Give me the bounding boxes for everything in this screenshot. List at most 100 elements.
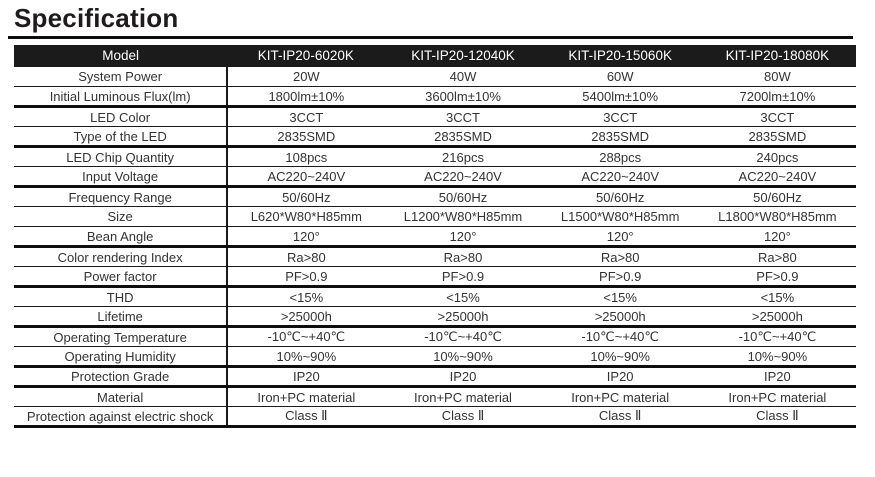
- cell-value: Iron+PC material: [227, 386, 385, 408]
- cell-value: AC220~240V: [698, 166, 856, 189]
- page-title: Specification: [14, 3, 179, 33]
- row-input-voltage: Input Voltage AC220~240V AC220~240V AC22…: [14, 166, 856, 189]
- cell-value: 80W: [698, 66, 856, 88]
- cell-value: PF>0.9: [698, 266, 856, 289]
- row-label: Input Voltage: [14, 166, 229, 189]
- cell-value: 50/60Hz: [384, 186, 542, 208]
- cell-value: 3CCT: [227, 106, 385, 128]
- cell-value: Iron+PC material: [698, 386, 856, 408]
- cell-value: 3600lm±10%: [384, 86, 542, 109]
- row-thd: THD <15% <15% <15% <15%: [14, 286, 856, 308]
- row-operating-humidity: Operating Humidity 10%~90% 10%~90% 10%~9…: [14, 346, 856, 369]
- row-label: Frequency Range: [14, 186, 229, 208]
- cell-value: Iron+PC material: [541, 386, 699, 408]
- cell-value: 50/60Hz: [698, 186, 856, 208]
- cell-value: L1500*W80*H85mm: [541, 206, 699, 228]
- cell-value: <15%: [698, 286, 856, 308]
- cell-value: -10℃~+40℃: [384, 326, 542, 348]
- cell-value: 1800lm±10%: [227, 86, 385, 109]
- row-label: Protection Grade: [14, 366, 229, 389]
- cell-value: 3CCT: [384, 106, 542, 128]
- cell-value: 2835SMD: [384, 126, 542, 149]
- cell-value: -10℃~+40℃: [698, 326, 856, 348]
- cell-value: 120°: [698, 226, 856, 249]
- row-label: Protection against electric shock: [14, 406, 229, 429]
- row-label: Lifetime: [14, 306, 229, 329]
- row-label: Initial Luminous Flux(lm): [14, 86, 229, 109]
- row-initial-luminous-flux: Initial Luminous Flux(lm) 1800lm±10% 360…: [14, 86, 856, 109]
- row-label: Type of the LED: [14, 126, 229, 149]
- row-lifetime: Lifetime >25000h >25000h >25000h >25000h: [14, 306, 856, 329]
- cell-value: Class Ⅱ: [384, 406, 542, 429]
- cell-value: 2835SMD: [541, 126, 699, 149]
- row-label: Bean Angle: [14, 226, 229, 249]
- cell-value: IP20: [541, 366, 699, 389]
- cell-value: AC220~240V: [384, 166, 542, 189]
- row-label: LED Color: [14, 106, 229, 128]
- cell-value: Class Ⅱ: [541, 406, 699, 429]
- cell-value: 240pcs: [698, 146, 856, 168]
- cell-value: Ra>80: [541, 246, 699, 268]
- cell-value: >25000h: [698, 306, 856, 329]
- cell-value: >25000h: [541, 306, 699, 329]
- cell-value: 50/60Hz: [541, 186, 699, 208]
- cell-value: Class Ⅱ: [227, 406, 385, 429]
- cell-value: 2835SMD: [227, 126, 385, 149]
- cell-value: 7200lm±10%: [698, 86, 856, 109]
- cell-value: IP20: [384, 366, 542, 389]
- cell-value: 120°: [227, 226, 385, 249]
- cell-value: 10%~90%: [384, 346, 542, 369]
- cell-value: -10℃~+40℃: [227, 326, 385, 348]
- row-led-chip-quantity: LED Chip Quantity 108pcs 216pcs 288pcs 2…: [14, 146, 856, 168]
- cell-value: Class Ⅱ: [698, 406, 856, 429]
- header-column-1: KIT-IP20-6020K: [227, 44, 385, 68]
- row-label: Power factor: [14, 266, 229, 289]
- title-rule: [8, 35, 853, 39]
- row-label: Material: [14, 386, 229, 408]
- cell-value: PF>0.9: [227, 266, 385, 289]
- row-label: Color rendering Index: [14, 246, 229, 268]
- cell-value: <15%: [384, 286, 542, 308]
- row-label: Operating Humidity: [14, 346, 229, 369]
- cell-value: PF>0.9: [541, 266, 699, 289]
- cell-value: Ra>80: [698, 246, 856, 268]
- cell-value: L620*W80*H85mm: [227, 206, 385, 228]
- cell-value: 3CCT: [698, 106, 856, 128]
- cell-value: 60W: [541, 66, 699, 88]
- header-model: Model: [14, 44, 228, 68]
- cell-value: 2835SMD: [698, 126, 856, 149]
- cell-value: Ra>80: [384, 246, 542, 268]
- cell-value: L1200*W80*H85mm: [384, 206, 542, 228]
- cell-value: >25000h: [384, 306, 542, 329]
- cell-value: 120°: [384, 226, 542, 249]
- cell-value: Iron+PC material: [384, 386, 542, 408]
- cell-value: 108pcs: [227, 146, 385, 168]
- cell-value: AC220~240V: [227, 166, 385, 189]
- cell-value: PF>0.9: [384, 266, 542, 289]
- row-type-of-the-led: Type of the LED 2835SMD 2835SMD 2835SMD …: [14, 126, 856, 149]
- row-power-factor: Power factor PF>0.9 PF>0.9 PF>0.9 PF>0.9: [14, 266, 856, 289]
- row-frequency-range: Frequency Range 50/60Hz 50/60Hz 50/60Hz …: [14, 186, 856, 208]
- row-label: System Power: [14, 66, 229, 88]
- row-operating-temperature: Operating Temperature -10℃~+40℃ -10℃~+40…: [14, 326, 856, 348]
- header-row: Model KIT-IP20-6020K KIT-IP20-12040K KIT…: [14, 44, 856, 68]
- header-column-4: KIT-IP20-18080K: [698, 44, 856, 68]
- row-color-rendering-index: Color rendering Index Ra>80 Ra>80 Ra>80 …: [14, 246, 856, 268]
- cell-value: IP20: [227, 366, 385, 389]
- row-protection-against-electric-shock: Protection against electric shock Class …: [14, 406, 856, 429]
- cell-value: <15%: [227, 286, 385, 308]
- specification-table: Model KIT-IP20-6020K KIT-IP20-12040K KIT…: [14, 44, 856, 429]
- cell-value: L1800*W80*H85mm: [698, 206, 856, 228]
- cell-value: Ra>80: [227, 246, 385, 268]
- row-system-power: System Power 20W 40W 60W 80W: [14, 66, 856, 88]
- row-protection-grade: Protection Grade IP20 IP20 IP20 IP20: [14, 366, 856, 389]
- header-column-2: KIT-IP20-12040K: [384, 44, 542, 68]
- header-column-3: KIT-IP20-15060K: [541, 44, 699, 68]
- cell-value: 5400lm±10%: [541, 86, 699, 109]
- row-material: Material Iron+PC material Iron+PC materi…: [14, 386, 856, 408]
- cell-value: 50/60Hz: [227, 186, 385, 208]
- row-size: Size L620*W80*H85mm L1200*W80*H85mm L150…: [14, 206, 856, 228]
- cell-value: 288pcs: [541, 146, 699, 168]
- cell-value: 20W: [227, 66, 385, 88]
- row-label: Size: [14, 206, 229, 228]
